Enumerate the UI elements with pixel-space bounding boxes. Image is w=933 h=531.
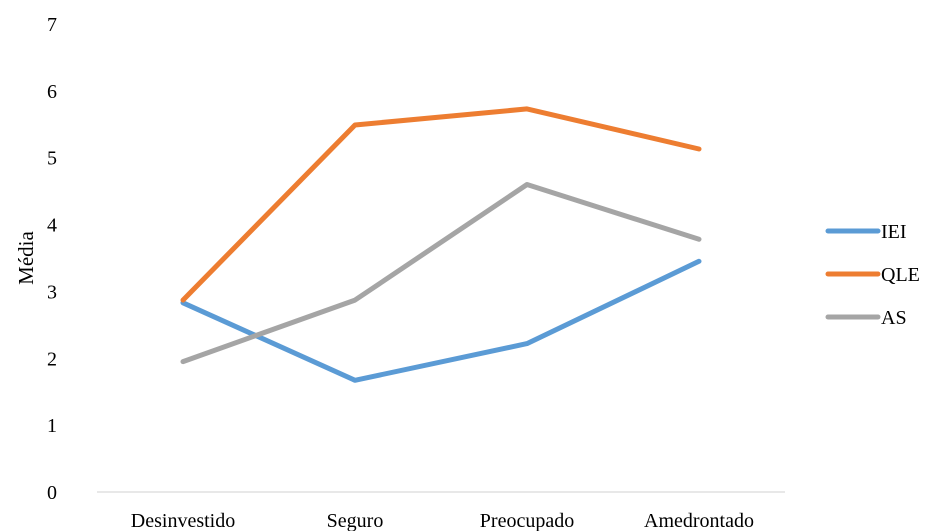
y-tick-label: 1 xyxy=(47,415,57,437)
series-lines xyxy=(180,106,702,383)
y-tick-label: 5 xyxy=(47,148,57,170)
series-line-qle xyxy=(180,106,702,303)
x-tick-label: Amedrontado xyxy=(644,510,754,531)
legend-label-iei: IEI xyxy=(881,221,907,243)
y-tick-label: 6 xyxy=(47,81,57,103)
x-tick-label: Desinvestido xyxy=(131,510,235,531)
y-axis-ticks: 0 1 2 3 4 5 6 7 xyxy=(47,14,57,504)
y-tick-label: 4 xyxy=(47,215,57,237)
legend: IEI QLE AS xyxy=(825,221,920,329)
legend-label-qle: QLE xyxy=(881,264,920,286)
x-tick-label: Preocupado xyxy=(480,510,574,531)
x-axis-ticks: Desinvestido Seguro Preocupado Amedrontado xyxy=(131,510,754,531)
y-tick-label: 3 xyxy=(47,281,57,303)
y-tick-label: 2 xyxy=(47,348,57,370)
y-tick-label: 0 xyxy=(47,482,57,504)
series-line-iei xyxy=(180,258,702,383)
series-line-as xyxy=(180,182,702,365)
y-tick-label: 7 xyxy=(47,14,57,36)
y-axis-title: Média xyxy=(14,231,38,285)
x-tick-label: Seguro xyxy=(327,510,384,531)
legend-label-as: AS xyxy=(881,307,907,329)
